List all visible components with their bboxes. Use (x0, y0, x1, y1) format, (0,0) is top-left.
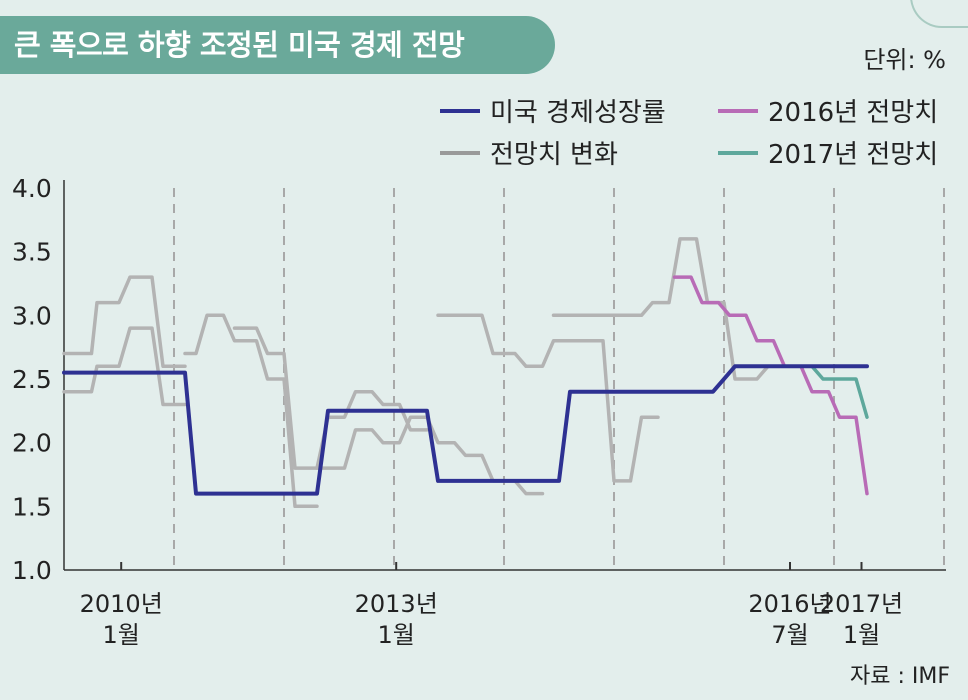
x-tick-label-month: 7월 (771, 621, 808, 649)
legend-swatch-growth (440, 108, 480, 113)
y-tick-label: 3.5 (12, 238, 52, 267)
legend-swatch-change (440, 150, 480, 155)
legend-swatch-2017 (718, 150, 758, 155)
legend-label-2017: 2017년 전망치 (768, 140, 939, 170)
legend-label-growth: 미국 경제성장률 (490, 98, 666, 128)
series-line-forecast-change (551, 237, 792, 381)
series-line-growth (62, 364, 869, 496)
legend-item-change: 전망치 변화 (440, 134, 618, 171)
legend-label-change: 전망치 변화 (490, 140, 618, 170)
legend-item-2016: 2016년 전망치 (718, 92, 938, 129)
y-tick-label: 1.0 (12, 556, 52, 585)
legend-label-2016: 2016년 전망치 (768, 98, 939, 128)
legend: 미국 경제성장률 2016년 전망치 전망치 변화 2017년 전망치 (440, 92, 960, 172)
series-line-forecast-change (183, 313, 319, 509)
series-line-forecast-change (62, 326, 187, 407)
y-tick-label: 3.0 (12, 301, 52, 330)
chart-title: 큰 폭으로 하향 조정된 미국 경제 전망 (0, 16, 555, 74)
unit-label: 단위: % (863, 46, 946, 74)
y-tick-label: 1.5 (12, 492, 52, 521)
legend-item-growth: 미국 경제성장률 (440, 92, 666, 129)
y-tick-label: 2.0 (12, 429, 52, 458)
legend-item-2017: 2017년 전망치 (718, 134, 938, 171)
y-tick-label: 2.5 (12, 365, 52, 394)
x-tick-label-month: 1월 (378, 621, 415, 649)
series-line-forecast-change (62, 275, 187, 369)
series-line-forecast-change (232, 326, 429, 470)
x-tick-label-year: 2013년 (355, 590, 438, 618)
x-tick-label-month: 1월 (103, 621, 140, 649)
x-tick-label-month: 1월 (843, 621, 880, 649)
series-line-forecast-2016 (672, 275, 869, 496)
x-tick-label-year: 2010년 (80, 590, 163, 618)
y-tick-label: 4.0 (12, 174, 52, 203)
x-tick-label-year: 2017년 (820, 590, 903, 618)
source-label: 자료 : IMF (849, 664, 950, 689)
series-line-forecast-change (436, 313, 660, 483)
x-tick-label-year: 2016년 (748, 590, 831, 618)
legend-swatch-2016 (718, 108, 758, 113)
